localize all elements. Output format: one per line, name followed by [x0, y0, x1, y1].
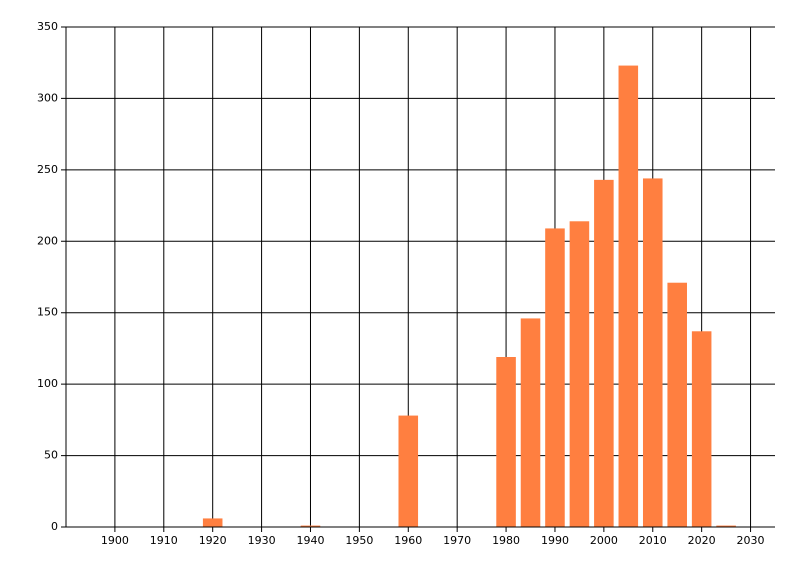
x-tick-label: 2000 [590, 534, 618, 547]
bar [594, 179, 614, 527]
y-tick-label: 150 [37, 306, 58, 319]
x-tick-label: 2030 [737, 534, 765, 547]
y-tick-label: 350 [37, 20, 58, 33]
y-tick-label: 0 [51, 520, 58, 533]
bar [691, 331, 712, 527]
y-tick-label: 300 [37, 91, 58, 104]
y-tick-label: 200 [37, 234, 58, 247]
bar [618, 65, 639, 528]
bar [569, 221, 590, 528]
x-tick-label: 1940 [296, 534, 324, 547]
x-tick-label: 1980 [492, 534, 520, 547]
bar [496, 357, 516, 527]
x-tick-label: 1950 [345, 534, 373, 547]
x-tick-label: 1900 [101, 534, 129, 547]
x-tick-label: 1920 [199, 534, 227, 547]
x-tick-label: 1960 [394, 534, 422, 547]
y-tick-label: 250 [37, 163, 58, 176]
bar [545, 228, 565, 527]
x-tick-label: 1970 [443, 534, 471, 547]
y-tick-label: 50 [44, 449, 58, 462]
bar [202, 518, 223, 527]
x-tick-label: 1930 [248, 534, 276, 547]
x-tick-label: 2010 [639, 534, 667, 547]
bar [642, 178, 663, 527]
bar [300, 525, 321, 527]
bar [520, 318, 541, 527]
x-tick-label: 1990 [541, 534, 569, 547]
x-tick-label: 2020 [688, 534, 716, 547]
bar [398, 415, 419, 527]
x-tick-label: 1910 [150, 534, 178, 547]
bar [716, 525, 736, 527]
y-tick-label: 100 [37, 377, 58, 390]
bar [667, 282, 687, 527]
